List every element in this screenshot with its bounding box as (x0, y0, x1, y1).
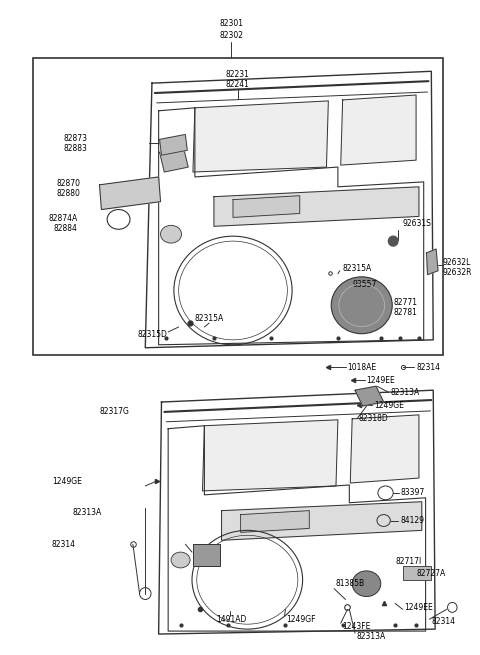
Text: 82870: 82870 (57, 179, 81, 189)
Text: 1249GF: 1249GF (287, 615, 316, 624)
Polygon shape (214, 187, 419, 227)
Polygon shape (203, 420, 338, 491)
Text: 82314: 82314 (432, 617, 456, 626)
Text: 92632L: 92632L (443, 258, 471, 267)
Text: 1249EE: 1249EE (405, 603, 433, 612)
Text: 1243FE: 1243FE (343, 622, 371, 631)
Text: 82874A: 82874A (49, 214, 78, 223)
Bar (193, 544, 220, 566)
Text: 1018AE: 1018AE (348, 363, 376, 372)
Text: 82727A: 82727A (416, 569, 445, 578)
Text: 82315D: 82315D (137, 330, 167, 339)
Text: 82315A: 82315A (194, 314, 224, 323)
Text: 82717I: 82717I (395, 557, 421, 567)
Text: 82873: 82873 (63, 134, 87, 143)
Polygon shape (233, 196, 300, 217)
Text: 82313A: 82313A (357, 631, 386, 641)
Bar (403, 566, 432, 580)
Polygon shape (341, 95, 416, 165)
Text: 82314: 82314 (416, 363, 440, 372)
Text: 82313A: 82313A (390, 388, 420, 397)
Text: 92631S: 92631S (403, 219, 432, 228)
Text: 81385B: 81385B (336, 579, 365, 588)
Text: 84129: 84129 (401, 516, 425, 525)
Ellipse shape (171, 552, 190, 568)
Text: 82880: 82880 (57, 189, 81, 198)
Text: 82884: 82884 (54, 224, 78, 233)
Text: 82315A: 82315A (343, 264, 372, 273)
Polygon shape (427, 249, 438, 274)
Text: 82231: 82231 (226, 70, 250, 79)
Text: 82313A: 82313A (73, 508, 102, 517)
Text: 83397: 83397 (401, 489, 425, 497)
Ellipse shape (160, 225, 181, 243)
Polygon shape (193, 101, 328, 172)
Circle shape (388, 236, 398, 246)
Text: 1249GE: 1249GE (374, 400, 404, 409)
Polygon shape (222, 502, 422, 540)
Text: 82317G: 82317G (99, 407, 130, 417)
Polygon shape (350, 415, 419, 483)
Text: 82771: 82771 (393, 298, 417, 307)
Text: 82318D: 82318D (359, 415, 389, 423)
Text: 82781: 82781 (393, 308, 417, 317)
Text: 82301: 82301 (219, 20, 243, 28)
Text: 92632R: 92632R (443, 268, 472, 277)
Ellipse shape (352, 571, 381, 597)
Text: 82883: 82883 (63, 144, 87, 153)
Polygon shape (355, 386, 384, 406)
Polygon shape (240, 511, 309, 533)
Text: 1249EE: 1249EE (367, 376, 395, 385)
Text: 1249GE: 1249GE (52, 477, 82, 485)
Text: 1491AD: 1491AD (216, 615, 246, 624)
Polygon shape (99, 177, 160, 210)
Text: 82241: 82241 (226, 80, 250, 88)
Text: 82302: 82302 (219, 31, 243, 40)
Polygon shape (159, 147, 188, 172)
Polygon shape (159, 134, 187, 155)
Ellipse shape (331, 277, 392, 333)
Bar (33, 58, 443, 354)
Text: 82314: 82314 (52, 540, 76, 549)
Text: 93557: 93557 (352, 280, 376, 289)
